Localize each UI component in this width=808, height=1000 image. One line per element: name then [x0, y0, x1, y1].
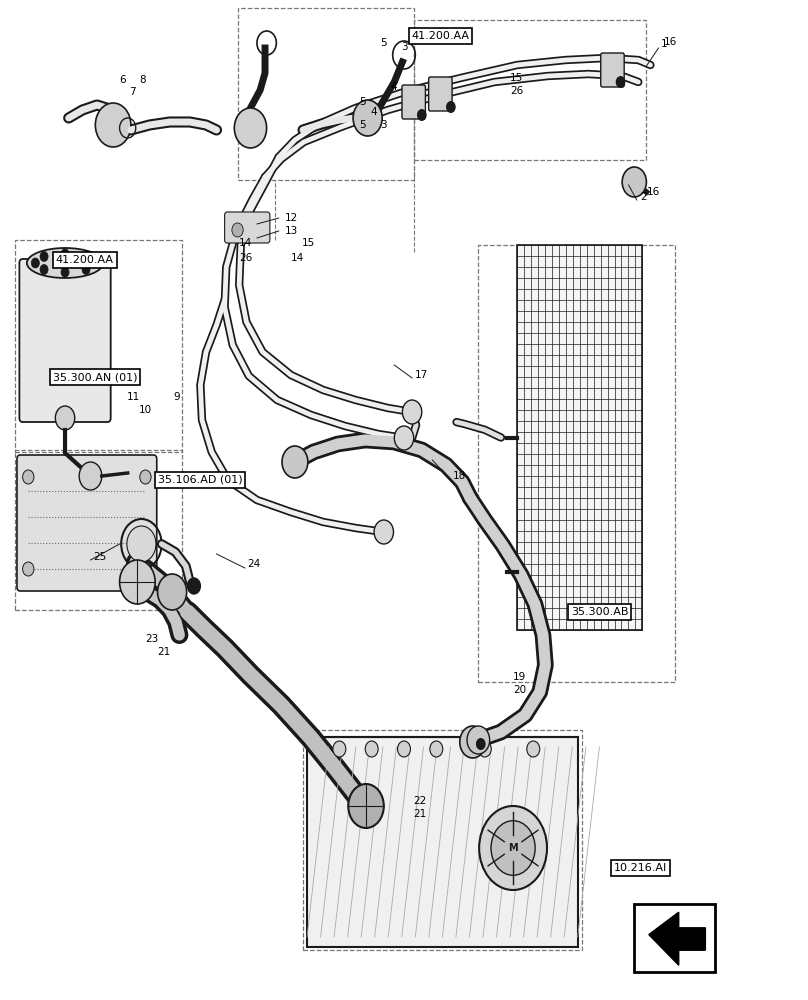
Text: 13: 13: [284, 226, 297, 236]
Circle shape: [61, 249, 69, 259]
Text: 3: 3: [402, 42, 408, 52]
Circle shape: [460, 726, 486, 758]
Text: 35.106.AD (01): 35.106.AD (01): [158, 475, 242, 485]
Circle shape: [127, 526, 156, 562]
Circle shape: [527, 741, 540, 757]
Circle shape: [622, 167, 646, 197]
Circle shape: [120, 560, 155, 604]
Circle shape: [187, 578, 200, 594]
Text: 10: 10: [139, 405, 152, 415]
FancyBboxPatch shape: [429, 77, 452, 111]
Text: 23: 23: [145, 634, 158, 644]
Text: M: M: [508, 843, 518, 853]
Circle shape: [90, 258, 99, 268]
Text: 26: 26: [239, 253, 252, 263]
Text: 15: 15: [510, 73, 523, 83]
Circle shape: [491, 821, 535, 875]
Circle shape: [40, 264, 48, 274]
Circle shape: [398, 741, 410, 757]
FancyBboxPatch shape: [402, 85, 425, 119]
Text: 9: 9: [174, 392, 180, 402]
Circle shape: [394, 426, 414, 450]
Circle shape: [478, 741, 491, 757]
Text: 21: 21: [414, 809, 427, 819]
Circle shape: [616, 76, 625, 88]
Circle shape: [158, 574, 187, 610]
FancyBboxPatch shape: [225, 212, 270, 243]
Text: 15: 15: [301, 238, 314, 248]
Circle shape: [232, 223, 243, 237]
Text: 21: 21: [158, 647, 170, 657]
Text: 16: 16: [646, 187, 659, 197]
Circle shape: [32, 258, 40, 268]
Text: 14: 14: [291, 253, 304, 263]
Circle shape: [417, 109, 427, 121]
Ellipse shape: [27, 248, 103, 278]
Circle shape: [430, 741, 443, 757]
Circle shape: [82, 252, 90, 262]
Text: 12: 12: [284, 213, 297, 223]
Text: 22: 22: [414, 796, 427, 806]
Circle shape: [479, 806, 547, 890]
Text: 41.200.AA: 41.200.AA: [411, 31, 469, 41]
Circle shape: [467, 726, 490, 754]
FancyBboxPatch shape: [19, 259, 111, 422]
Bar: [307, 737, 578, 947]
Text: 7: 7: [129, 87, 136, 97]
Circle shape: [446, 101, 456, 113]
Circle shape: [95, 103, 131, 147]
Circle shape: [282, 446, 308, 478]
Circle shape: [374, 520, 393, 544]
FancyBboxPatch shape: [601, 53, 625, 87]
Text: 19: 19: [513, 672, 526, 682]
Circle shape: [79, 462, 102, 490]
Circle shape: [402, 400, 422, 424]
Text: 2: 2: [640, 192, 646, 202]
Text: 17: 17: [415, 370, 427, 380]
Circle shape: [140, 470, 151, 484]
Text: 10.216.AI: 10.216.AI: [614, 863, 667, 873]
Text: 5: 5: [381, 38, 387, 48]
Circle shape: [476, 738, 486, 750]
Circle shape: [40, 252, 48, 262]
Text: 5: 5: [360, 97, 366, 107]
Circle shape: [55, 406, 74, 430]
Circle shape: [234, 108, 267, 148]
Circle shape: [353, 100, 382, 136]
Text: 14: 14: [239, 238, 252, 248]
Text: 11: 11: [127, 392, 140, 402]
Bar: [517, 245, 642, 630]
Text: 3: 3: [381, 120, 387, 130]
Text: 4: 4: [390, 82, 397, 92]
Text: 5: 5: [360, 120, 366, 130]
Polygon shape: [649, 912, 705, 965]
Circle shape: [140, 562, 151, 576]
Text: 20: 20: [513, 685, 526, 695]
Text: 18: 18: [453, 471, 466, 481]
Text: 41.200.AA: 41.200.AA: [56, 255, 114, 265]
Text: 16: 16: [663, 37, 676, 47]
Circle shape: [61, 267, 69, 277]
FancyBboxPatch shape: [17, 455, 157, 591]
Text: 4: 4: [370, 107, 377, 117]
Circle shape: [333, 741, 346, 757]
Text: 35.300.AB: 35.300.AB: [570, 607, 629, 617]
Text: 8: 8: [139, 75, 145, 85]
Circle shape: [23, 562, 34, 576]
Text: 24: 24: [247, 559, 260, 569]
Text: 25: 25: [93, 552, 106, 562]
Circle shape: [348, 784, 384, 828]
Text: 1: 1: [661, 39, 667, 49]
Circle shape: [82, 264, 90, 274]
Circle shape: [365, 741, 378, 757]
Text: 6: 6: [120, 75, 126, 85]
Circle shape: [23, 470, 34, 484]
Bar: [634, 904, 715, 972]
Text: 26: 26: [510, 86, 523, 96]
Text: 35.300.AN (01): 35.300.AN (01): [53, 372, 137, 382]
